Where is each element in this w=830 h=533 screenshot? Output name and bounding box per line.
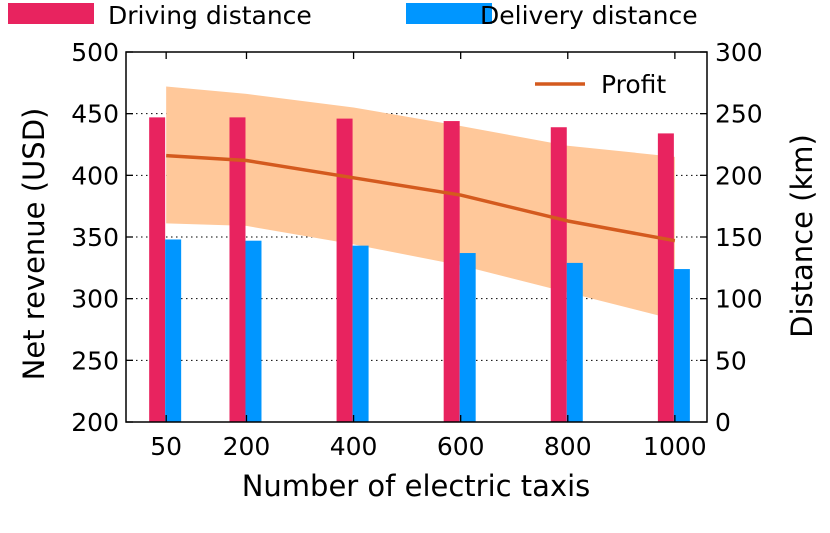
y-left-tick-label: 500	[71, 38, 119, 67]
y-axis-right-label: Distance (km)	[785, 134, 819, 338]
y-left-tick-label: 350	[71, 223, 119, 252]
bars-group	[149, 117, 690, 423]
bar-driving	[657, 133, 674, 422]
y-left-tick-label: 200	[71, 408, 119, 437]
bar-driving	[149, 117, 166, 422]
profit-band	[166, 86, 675, 320]
x-axis-label: Number of electric taxis	[242, 469, 591, 503]
y-left-tick-label: 450	[71, 100, 119, 129]
y-right-tick-label: 300	[715, 38, 763, 67]
y-right-tick-label: 100	[715, 285, 763, 314]
y-left-tick-label: 250	[71, 346, 119, 375]
bar-delivery	[673, 269, 690, 422]
profit-line-group	[166, 153, 676, 243]
x-tick-label: 50	[150, 432, 182, 461]
bar-driving	[336, 118, 353, 422]
x-tick-label: 400	[330, 432, 378, 461]
legend-label-driving: Driving distance	[108, 1, 312, 30]
bar-legend: Driving distance Delivery distance	[8, 1, 698, 30]
y-axis-left-label: Net revenue (USD)	[17, 108, 51, 381]
y-right-tick-label: 200	[715, 161, 763, 190]
line-legend: Profit	[535, 70, 666, 99]
x-tick-label: 800	[544, 432, 592, 461]
bar-delivery	[245, 240, 262, 422]
x-tick-label: 1000	[643, 432, 707, 461]
profit-line	[166, 153, 676, 243]
ticks-group: 200 250 300 350 400 450 500 0 50 100 150 200 250 300 5…	[71, 38, 762, 461]
bar-driving	[550, 127, 567, 422]
x-tick-label: 200	[223, 432, 271, 461]
bar-delivery	[566, 262, 583, 422]
x-tick-label: 600	[437, 432, 485, 461]
y-left-tick-label: 400	[71, 161, 119, 190]
bar-delivery	[352, 245, 369, 422]
bar-delivery	[459, 253, 476, 422]
legend-swatch-delivery	[406, 3, 492, 24]
y-right-tick-label: 0	[715, 408, 731, 437]
bar-driving	[443, 121, 460, 423]
legend-swatch-driving	[8, 3, 94, 24]
legend-label-profit: Profit	[601, 70, 666, 99]
y-right-tick-label: 50	[715, 346, 747, 375]
bar-delivery	[165, 239, 182, 422]
legend-label-delivery: Delivery distance	[480, 1, 698, 30]
profit-band-group	[166, 86, 675, 320]
bar-driving	[229, 117, 246, 422]
y-right-tick-label: 250	[715, 100, 763, 129]
y-right-tick-label: 150	[715, 223, 763, 252]
y-left-tick-label: 300	[71, 285, 119, 314]
